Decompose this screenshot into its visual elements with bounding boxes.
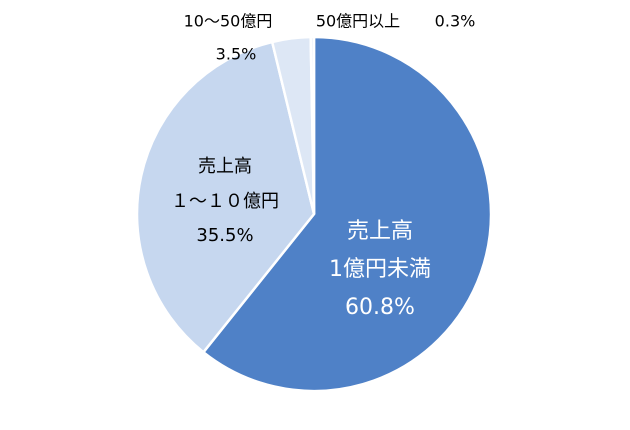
value-label: 35.5%: [196, 225, 253, 246]
pie-slice: [309, 35, 316, 215]
slice-label: 50億円以上: [316, 12, 400, 31]
slice-label: 1億円未満: [329, 257, 431, 282]
pie-slice: [135, 40, 316, 354]
pie-slice: [201, 35, 493, 393]
slice-label: １～１０億円: [171, 191, 279, 212]
slice-label: 10～50億円: [184, 12, 273, 31]
slice-label: 売上高: [198, 156, 252, 177]
slice-label: 売上高: [347, 219, 413, 244]
value-label: 60.8%: [345, 295, 415, 320]
value-label: 0.3%: [435, 12, 476, 31]
value-label: 3.5%: [216, 45, 257, 64]
